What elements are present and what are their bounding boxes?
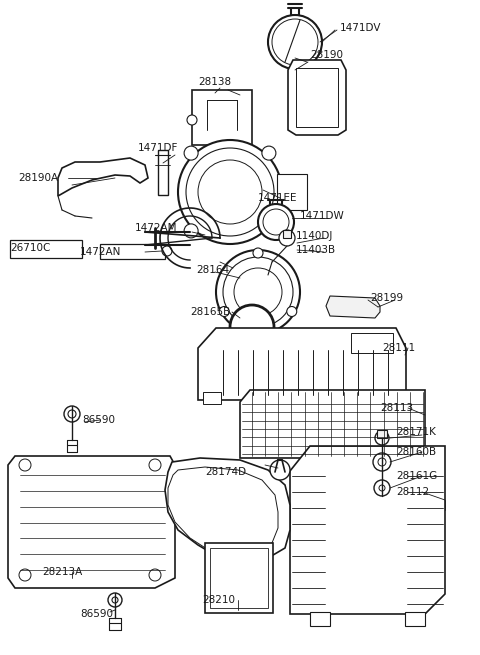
Circle shape (184, 224, 198, 238)
Text: 86590: 86590 (80, 609, 113, 619)
Circle shape (178, 140, 282, 244)
Polygon shape (165, 458, 290, 562)
Circle shape (184, 146, 198, 160)
Circle shape (19, 459, 31, 471)
Circle shape (68, 410, 76, 418)
Bar (192, 90, 252, 145)
Circle shape (162, 246, 172, 256)
Circle shape (268, 15, 322, 69)
Circle shape (262, 146, 276, 160)
Polygon shape (290, 446, 445, 614)
Bar (351, 333, 393, 353)
Bar (158, 150, 168, 195)
Circle shape (108, 593, 122, 607)
Circle shape (216, 250, 300, 334)
Text: 28165B: 28165B (190, 307, 230, 317)
Text: 28199: 28199 (370, 293, 403, 303)
Bar (203, 392, 221, 404)
Text: 1472AM: 1472AM (135, 223, 178, 233)
Text: 28190A: 28190A (18, 173, 58, 183)
Circle shape (149, 459, 161, 471)
Circle shape (64, 406, 80, 422)
Text: 28174D: 28174D (205, 467, 246, 477)
Bar (277, 174, 307, 210)
Bar (205, 543, 273, 613)
Circle shape (19, 569, 31, 581)
Text: 1471DV: 1471DV (340, 23, 382, 33)
Circle shape (219, 307, 229, 316)
Bar (100, 244, 165, 259)
Text: 1472AN: 1472AN (80, 247, 121, 257)
Text: 11403B: 11403B (296, 245, 336, 255)
Circle shape (379, 485, 385, 491)
Text: 28213A: 28213A (42, 567, 82, 577)
Circle shape (223, 257, 293, 327)
Text: 28112: 28112 (396, 487, 429, 497)
Polygon shape (58, 158, 148, 196)
Circle shape (149, 569, 161, 581)
Circle shape (374, 480, 390, 496)
Polygon shape (198, 328, 406, 400)
Text: 28190: 28190 (310, 50, 343, 60)
Bar (383, 392, 401, 404)
Circle shape (287, 307, 297, 316)
Circle shape (270, 460, 290, 480)
Circle shape (373, 453, 391, 471)
Circle shape (112, 597, 118, 603)
Circle shape (262, 224, 276, 238)
Circle shape (187, 115, 197, 125)
Bar (296, 68, 338, 127)
Text: 1471DF: 1471DF (138, 143, 179, 153)
Polygon shape (326, 296, 380, 318)
Polygon shape (240, 390, 425, 458)
Text: 86590: 86590 (82, 415, 115, 425)
Polygon shape (288, 60, 346, 135)
Text: 1471EE: 1471EE (258, 193, 298, 203)
Polygon shape (8, 456, 175, 588)
Circle shape (230, 305, 274, 349)
Bar (283, 230, 291, 238)
Text: 1471DW: 1471DW (300, 211, 345, 221)
Text: 28164: 28164 (196, 265, 229, 275)
Circle shape (375, 431, 389, 445)
Polygon shape (310, 612, 330, 626)
Bar (377, 430, 387, 438)
Text: 28210: 28210 (202, 595, 235, 605)
Circle shape (378, 458, 386, 466)
Text: 28160B: 28160B (396, 447, 436, 457)
Text: 26710C: 26710C (10, 243, 50, 253)
Polygon shape (405, 612, 425, 626)
Circle shape (258, 204, 294, 240)
Bar (10, 240, 82, 258)
Text: 28113: 28113 (380, 403, 413, 413)
Text: 28161G: 28161G (396, 471, 437, 481)
Text: 28171K: 28171K (396, 427, 436, 437)
Text: 28111: 28111 (382, 343, 415, 353)
Circle shape (279, 230, 295, 246)
Text: 1140DJ: 1140DJ (296, 231, 334, 241)
Text: 28138: 28138 (198, 77, 231, 87)
Circle shape (186, 148, 274, 236)
Bar (210, 548, 268, 608)
Circle shape (253, 248, 263, 258)
